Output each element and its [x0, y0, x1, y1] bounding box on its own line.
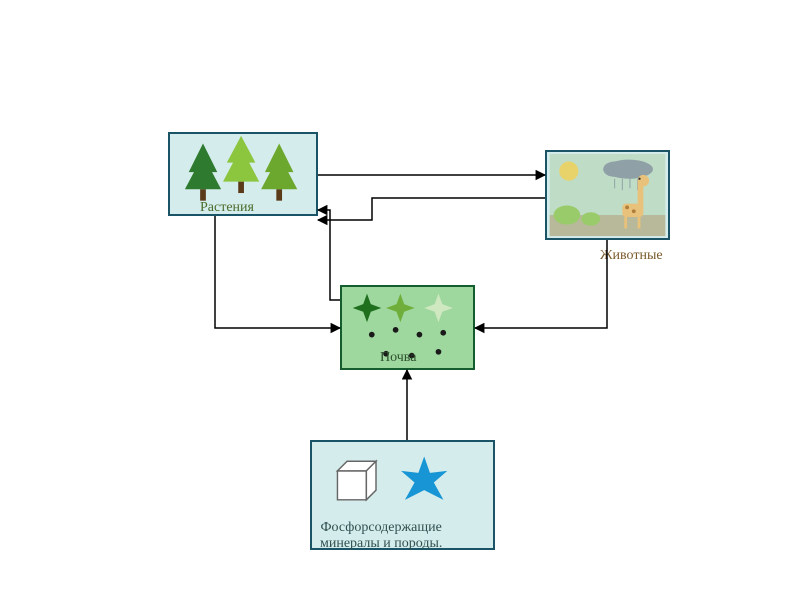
tree-icon [223, 136, 259, 193]
leaf-icon [424, 294, 453, 323]
node-minerals-label: Фосфорсодержащие минералы и породы. [320, 520, 442, 552]
edge-arrow [318, 198, 545, 220]
tree-icon [185, 144, 221, 201]
node-plants-label: Растения [200, 200, 254, 216]
edge-arrow [215, 216, 340, 328]
cube-icon [337, 461, 376, 500]
tree-icon [261, 144, 297, 201]
bush-icon [554, 206, 581, 225]
edge-arrow [475, 240, 607, 328]
leaf-icon [353, 294, 382, 323]
sun-icon [559, 162, 578, 181]
edge-arrow [318, 210, 340, 300]
leaf-icon [386, 294, 415, 323]
diagram-stage: Растения [0, 0, 800, 600]
bush-icon [581, 212, 600, 225]
node-animals-label: Животные [600, 248, 663, 264]
animals-illustration [547, 152, 668, 238]
node-animals [545, 150, 670, 240]
node-soil-label: Почва [380, 350, 416, 366]
burst-icon [401, 456, 447, 499]
